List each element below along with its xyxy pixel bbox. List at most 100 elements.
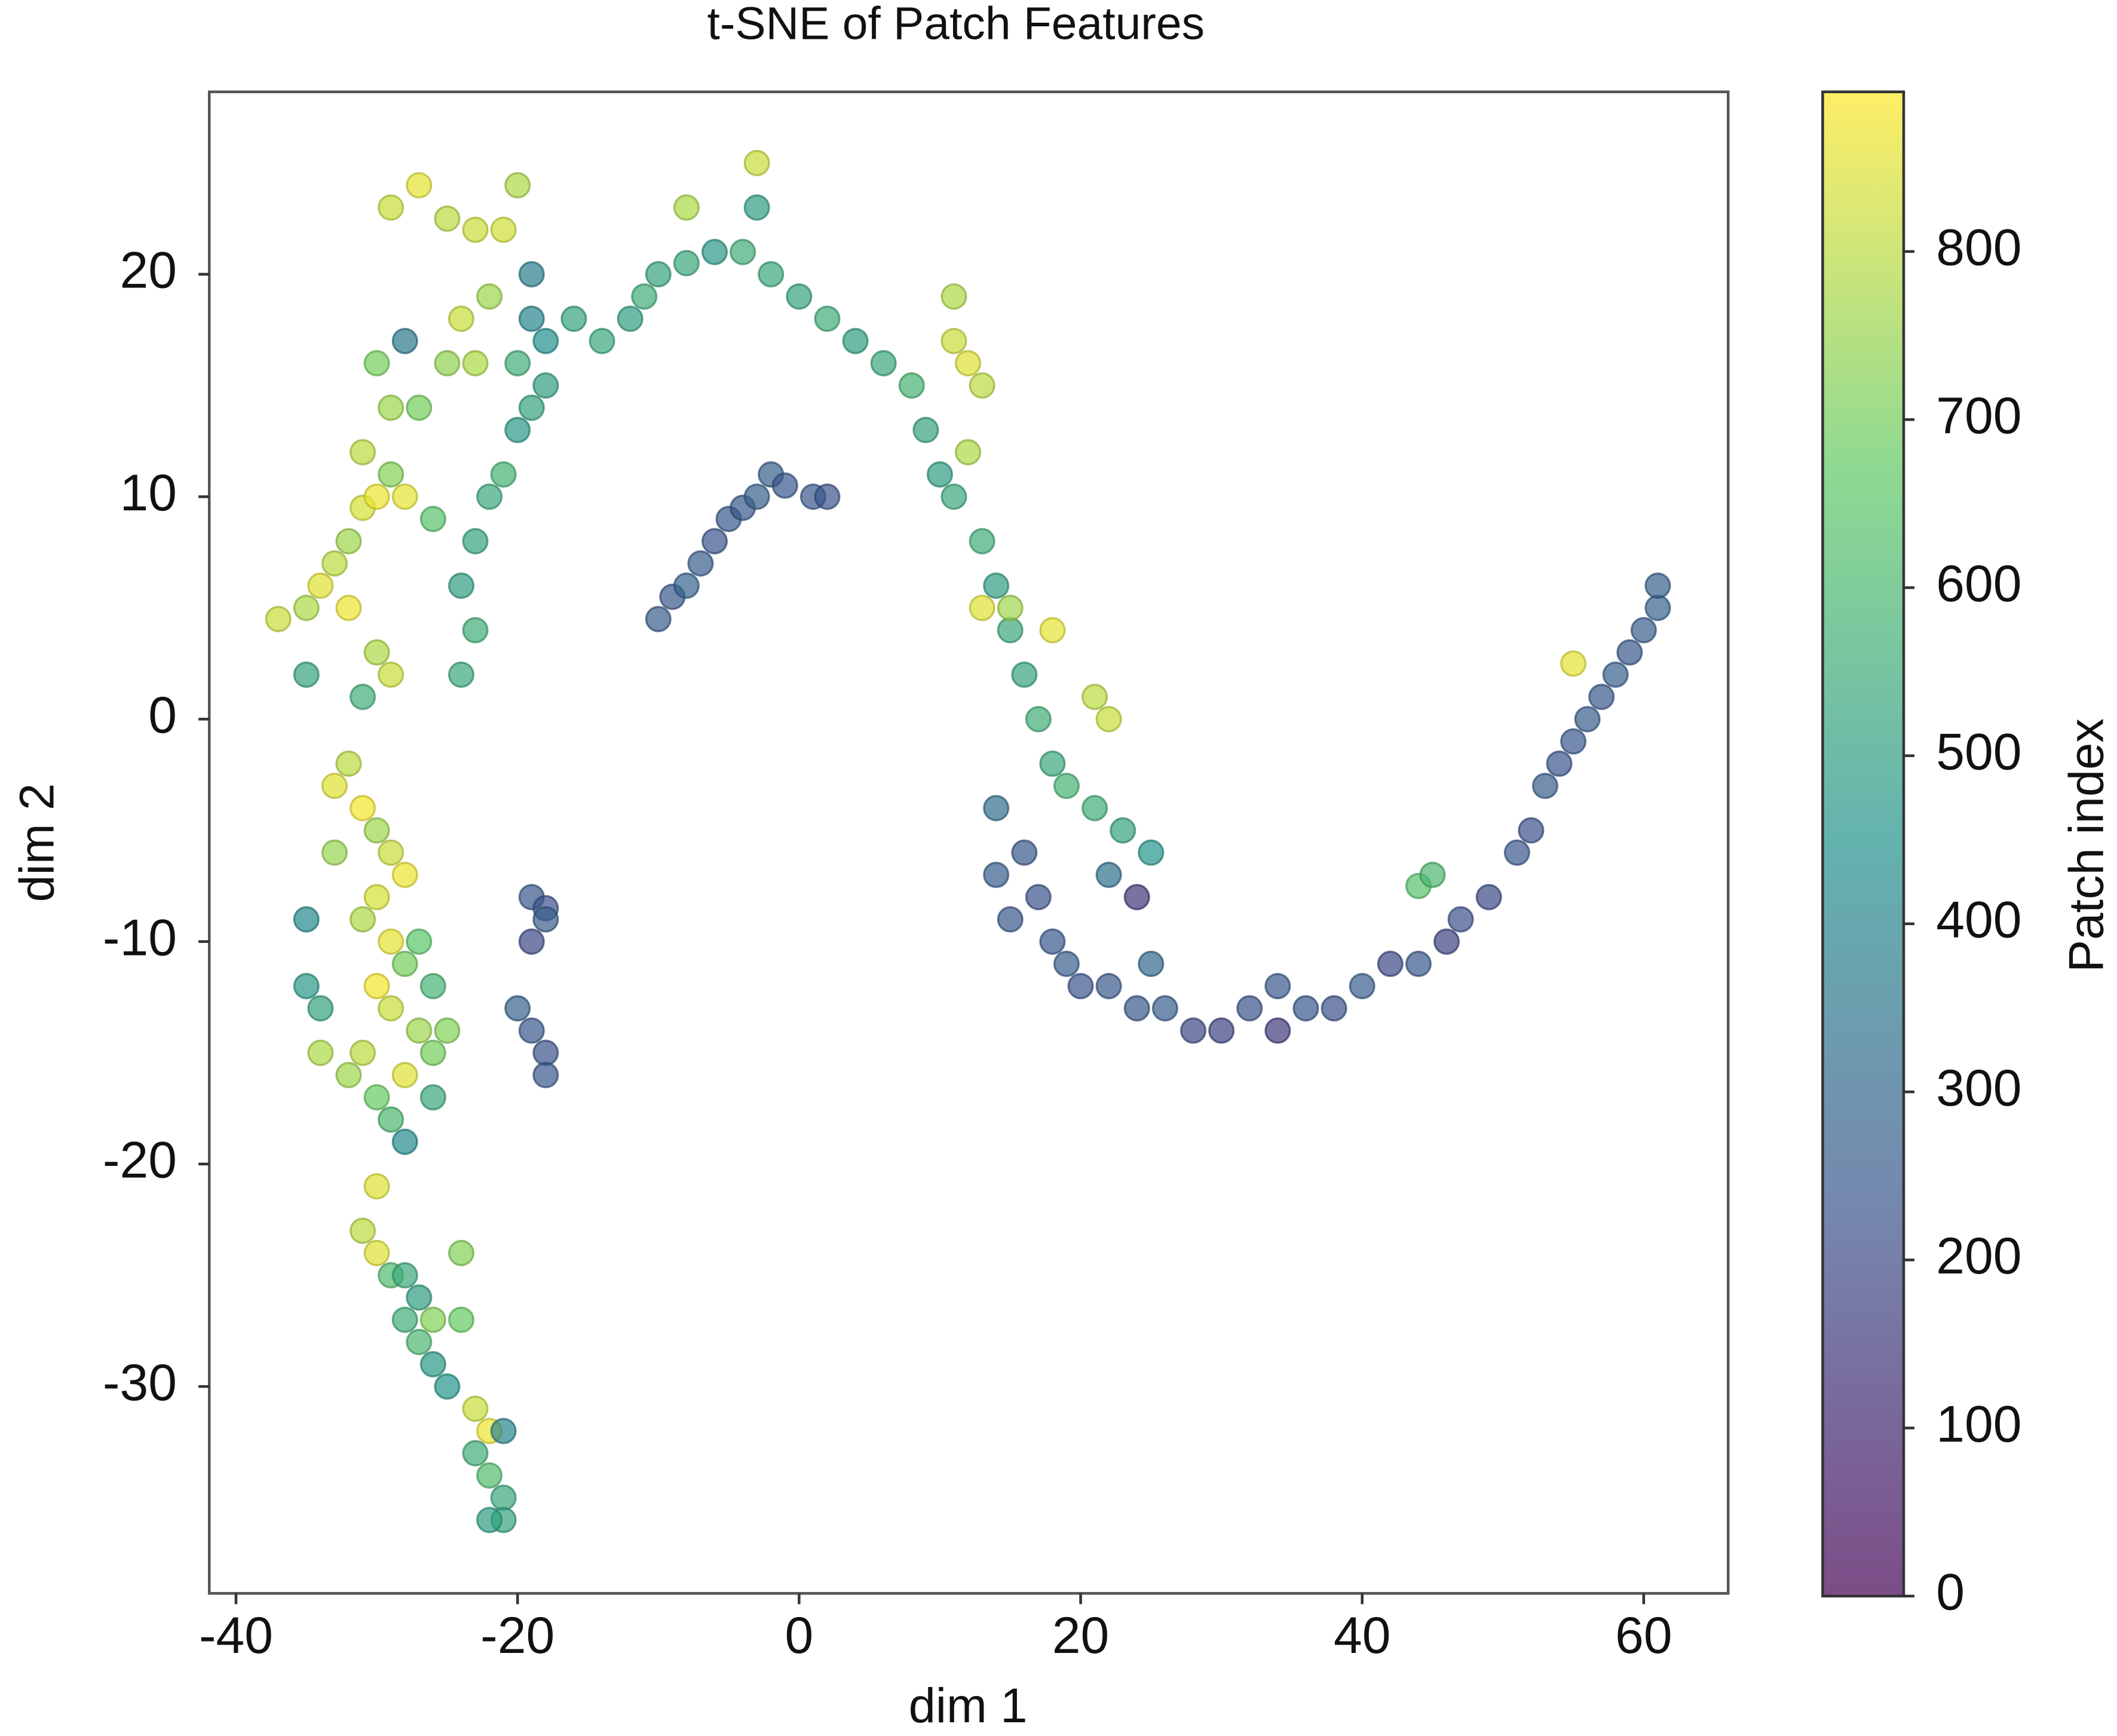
point (771, 472, 798, 499)
point (434, 1017, 461, 1044)
point (307, 572, 334, 599)
point (926, 461, 953, 488)
point (955, 439, 982, 466)
point (631, 283, 658, 310)
point (1039, 750, 1066, 777)
point (1503, 839, 1530, 866)
point (673, 572, 700, 599)
point (419, 1084, 446, 1111)
y-tick-label: 0 (148, 687, 177, 744)
point (406, 1284, 433, 1311)
point (1518, 817, 1545, 844)
point (1644, 572, 1671, 599)
point (983, 572, 1010, 599)
point (406, 172, 433, 199)
point (363, 639, 390, 666)
point (1039, 617, 1066, 644)
point (349, 1217, 376, 1244)
point (363, 973, 390, 1000)
y-tick-label: -30 (103, 1354, 177, 1412)
point (1531, 773, 1559, 800)
point (1138, 839, 1165, 866)
point (434, 205, 461, 232)
point (673, 194, 700, 221)
point (321, 550, 348, 577)
point (518, 394, 545, 421)
point (419, 1306, 446, 1333)
point (448, 572, 474, 599)
point (391, 1306, 418, 1333)
point (617, 305, 644, 332)
point (378, 839, 405, 866)
point (293, 595, 320, 621)
point (335, 528, 362, 555)
point (1208, 1017, 1235, 1044)
y-tick-label: 20 (120, 242, 177, 299)
point (969, 528, 995, 555)
colorbar-tick-label: 800 (1936, 219, 2021, 277)
point (1179, 1017, 1207, 1044)
point (391, 1262, 418, 1289)
point (349, 439, 376, 466)
point (1377, 950, 1404, 977)
point (1067, 973, 1094, 1000)
point (434, 1373, 461, 1400)
point (870, 350, 897, 376)
plot-frame (207, 90, 1730, 1595)
point (363, 884, 390, 911)
point (1236, 995, 1263, 1022)
x-tick-label: 40 (1334, 1607, 1391, 1664)
point (406, 928, 433, 955)
point (743, 483, 770, 510)
point (293, 661, 320, 688)
point (434, 350, 461, 376)
point (378, 661, 405, 688)
colorbar (1822, 91, 1904, 1596)
point (378, 461, 405, 488)
point (504, 350, 531, 376)
point (490, 461, 517, 488)
point (363, 1239, 390, 1266)
point (518, 928, 545, 955)
point (1616, 639, 1643, 666)
point (391, 1061, 418, 1089)
point (518, 1017, 545, 1044)
colorbar-tick-label: 0 (1936, 1564, 1965, 1621)
point (293, 906, 320, 933)
colorbar-tick-label: 300 (1936, 1060, 2021, 1117)
x-tick-label: -20 (480, 1607, 554, 1664)
point (378, 1106, 405, 1133)
point (490, 1417, 517, 1444)
point (476, 283, 503, 310)
point (532, 372, 559, 399)
point (504, 417, 531, 443)
point (701, 528, 728, 555)
point (476, 1507, 503, 1533)
point (419, 1039, 446, 1066)
point (1292, 995, 1319, 1022)
point (462, 350, 489, 376)
colorbar-frame (1821, 90, 1905, 1598)
point (448, 305, 474, 332)
point (645, 261, 672, 287)
point (940, 483, 967, 510)
point (462, 528, 489, 555)
point (1644, 595, 1671, 621)
point (1560, 650, 1587, 677)
point (1025, 706, 1052, 733)
point (490, 216, 517, 243)
point (743, 194, 770, 221)
point (419, 1351, 446, 1377)
point (997, 906, 1024, 933)
point (969, 595, 995, 621)
point (1110, 817, 1136, 844)
point (391, 327, 418, 354)
point (419, 973, 446, 1000)
point (940, 327, 967, 354)
point (1264, 973, 1291, 1000)
point (1321, 995, 1347, 1022)
point (532, 906, 559, 933)
point (814, 483, 841, 510)
point (1025, 884, 1052, 911)
